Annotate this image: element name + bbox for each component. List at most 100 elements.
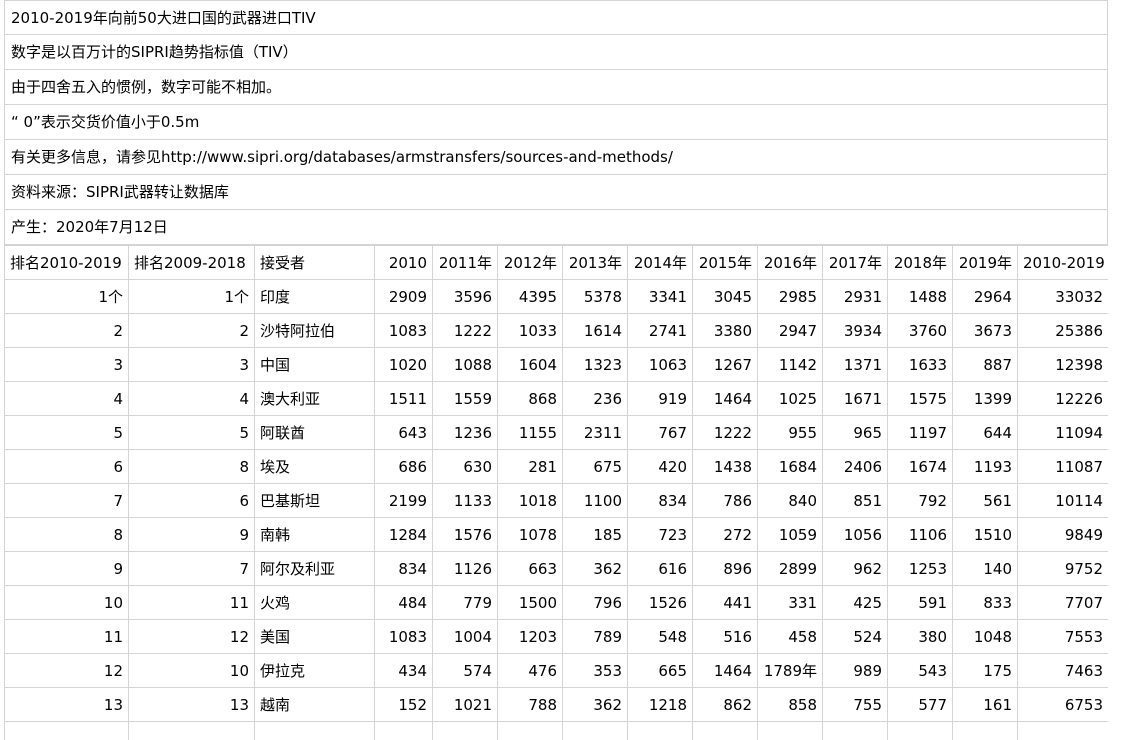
table-cell[interactable]: 1203 bbox=[497, 619, 563, 654]
table-cell[interactable]: 1371 bbox=[822, 347, 888, 382]
table-cell[interactable]: 965 bbox=[822, 415, 888, 450]
table-cell[interactable]: 5 bbox=[4, 415, 129, 450]
table-cell[interactable]: 1126 bbox=[432, 551, 498, 586]
table-cell[interactable]: 962 bbox=[822, 551, 888, 586]
table-cell[interactable]: 834 bbox=[374, 551, 433, 586]
table-cell[interactable]: 1078 bbox=[497, 517, 563, 552]
table-cell[interactable] bbox=[757, 721, 823, 740]
table-cell[interactable]: 1133 bbox=[432, 483, 498, 518]
table-cell[interactable]: 1083 bbox=[374, 313, 433, 348]
table-cell[interactable]: 140 bbox=[952, 551, 1018, 586]
table-cell[interactable]: 12 bbox=[4, 653, 129, 688]
table-cell[interactable]: 印度 bbox=[254, 279, 375, 314]
table-cell[interactable]: 美国 bbox=[254, 619, 375, 654]
table-cell[interactable]: 561 bbox=[952, 483, 1018, 518]
table-cell[interactable]: 1033 bbox=[497, 313, 563, 348]
table-cell[interactable]: 1018 bbox=[497, 483, 563, 518]
table-cell[interactable]: 1218 bbox=[627, 687, 693, 722]
column-header[interactable]: 2014年 bbox=[627, 245, 693, 280]
table-cell[interactable]: 796 bbox=[562, 585, 628, 620]
table-cell[interactable]: 236 bbox=[562, 381, 628, 416]
table-cell[interactable]: 441 bbox=[692, 585, 758, 620]
table-cell[interactable]: 1789年 bbox=[757, 653, 823, 688]
column-header[interactable]: 2019年 bbox=[952, 245, 1018, 280]
table-cell[interactable]: 1526 bbox=[627, 585, 693, 620]
table-cell[interactable]: 3934 bbox=[822, 313, 888, 348]
table-cell[interactable]: 3341 bbox=[627, 279, 693, 314]
table-cell[interactable]: 3 bbox=[4, 347, 129, 382]
column-header[interactable]: 2016年 bbox=[757, 245, 823, 280]
table-cell[interactable]: 2947 bbox=[757, 313, 823, 348]
table-cell[interactable] bbox=[822, 721, 888, 740]
table-cell[interactable]: 1267 bbox=[692, 347, 758, 382]
table-cell[interactable]: 1399 bbox=[952, 381, 1018, 416]
table-cell[interactable]: 4 bbox=[4, 381, 129, 416]
table-cell[interactable]: 2931 bbox=[822, 279, 888, 314]
table-cell[interactable]: 362 bbox=[562, 551, 628, 586]
table-cell[interactable]: 1088 bbox=[432, 347, 498, 382]
table-cell[interactable] bbox=[562, 721, 628, 740]
table-cell[interactable]: 1021 bbox=[432, 687, 498, 722]
table-cell[interactable]: 591 bbox=[887, 585, 953, 620]
table-cell[interactable]: 161 bbox=[952, 687, 1018, 722]
table-cell[interactable]: 840 bbox=[757, 483, 823, 518]
table-cell[interactable]: 1674 bbox=[887, 449, 953, 484]
table-cell[interactable]: 11 bbox=[128, 585, 255, 620]
table-cell[interactable]: 1106 bbox=[887, 517, 953, 552]
column-header[interactable]: 2010-2019 bbox=[1017, 245, 1108, 280]
table-cell[interactable]: 686 bbox=[374, 449, 433, 484]
table-cell[interactable]: 1059 bbox=[757, 517, 823, 552]
table-cell[interactable]: 577 bbox=[887, 687, 953, 722]
table-cell[interactable]: 1004 bbox=[432, 619, 498, 654]
table-cell[interactable]: 1222 bbox=[432, 313, 498, 348]
table-cell[interactable]: 548 bbox=[627, 619, 693, 654]
table-cell[interactable]: 6 bbox=[128, 483, 255, 518]
table-cell[interactable]: 152 bbox=[374, 687, 433, 722]
table-cell[interactable]: 1个 bbox=[128, 279, 255, 314]
table-cell[interactable]: 524 bbox=[822, 619, 888, 654]
table-cell[interactable]: 1048 bbox=[952, 619, 1018, 654]
table-cell[interactable]: 663 bbox=[497, 551, 563, 586]
table-cell[interactable]: 955 bbox=[757, 415, 823, 450]
table-cell[interactable]: 1511 bbox=[374, 381, 433, 416]
table-cell[interactable]: 2741 bbox=[627, 313, 693, 348]
table-cell[interactable]: 越南 bbox=[254, 687, 375, 722]
table-cell[interactable]: 834 bbox=[627, 483, 693, 518]
column-header[interactable]: 2010 bbox=[374, 245, 433, 280]
table-cell[interactable]: 434 bbox=[374, 653, 433, 688]
table-cell[interactable]: 25386 bbox=[1017, 313, 1108, 348]
table-cell[interactable]: 3673 bbox=[952, 313, 1018, 348]
table-cell[interactable]: 755 bbox=[822, 687, 888, 722]
table-cell[interactable]: 11094 bbox=[1017, 415, 1108, 450]
table-cell[interactable] bbox=[497, 721, 563, 740]
table-cell[interactable]: 2406 bbox=[822, 449, 888, 484]
table-cell[interactable]: 3760 bbox=[887, 313, 953, 348]
table-cell[interactable]: 425 bbox=[822, 585, 888, 620]
table-cell[interactable]: 476 bbox=[497, 653, 563, 688]
table-cell[interactable]: 9752 bbox=[1017, 551, 1108, 586]
table-cell[interactable]: 1510 bbox=[952, 517, 1018, 552]
table-cell[interactable]: 1253 bbox=[887, 551, 953, 586]
table-cell[interactable]: 3045 bbox=[692, 279, 758, 314]
table-cell[interactable]: 862 bbox=[692, 687, 758, 722]
table-cell[interactable]: 458 bbox=[757, 619, 823, 654]
table-cell[interactable]: 11 bbox=[4, 619, 129, 654]
table-cell[interactable]: 1284 bbox=[374, 517, 433, 552]
table-cell[interactable]: 7 bbox=[4, 483, 129, 518]
column-header[interactable]: 2013年 bbox=[562, 245, 628, 280]
table-cell[interactable] bbox=[952, 721, 1018, 740]
table-cell[interactable]: 3596 bbox=[432, 279, 498, 314]
table-cell[interactable]: 7553 bbox=[1017, 619, 1108, 654]
table-cell[interactable]: 1222 bbox=[692, 415, 758, 450]
table-cell[interactable]: 4 bbox=[128, 381, 255, 416]
table-cell[interactable]: 786 bbox=[692, 483, 758, 518]
table-cell[interactable]: 火鸡 bbox=[254, 585, 375, 620]
table-cell[interactable]: 12 bbox=[128, 619, 255, 654]
table-cell[interactable]: 789 bbox=[562, 619, 628, 654]
table-cell[interactable] bbox=[627, 721, 693, 740]
table-cell[interactable]: 1193 bbox=[952, 449, 1018, 484]
table-cell[interactable]: 1576 bbox=[432, 517, 498, 552]
table-cell[interactable]: 989 bbox=[822, 653, 888, 688]
table-cell[interactable]: 6753 bbox=[1017, 687, 1108, 722]
table-cell[interactable]: 574 bbox=[432, 653, 498, 688]
